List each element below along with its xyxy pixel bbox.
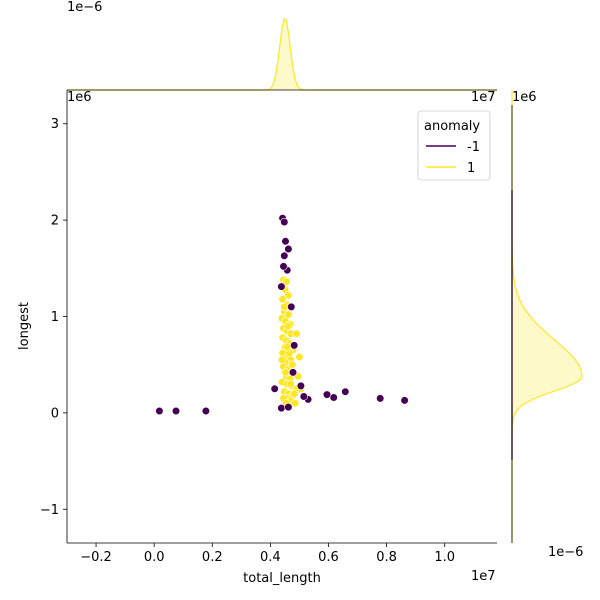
- scatter-point-normal: [292, 329, 301, 338]
- scatter-point-normal: [286, 379, 295, 389]
- x-axis-ticks: −0.2 0.0 0.2 0.4 0.6 0.8 1.0: [80, 543, 455, 565]
- scatter-point-normal: [277, 355, 287, 365]
- scatter-point-anomaly: [155, 406, 164, 416]
- scatter-point-anomaly: [329, 393, 338, 402]
- legend-title: anomaly: [424, 119, 480, 134]
- top-marginal-density-fill: [67, 18, 497, 91]
- x-offset-label: 1e7: [471, 90, 496, 105]
- right-marginal-top-offset-label: 1e6: [512, 90, 537, 105]
- scatter-point-anomaly: [376, 394, 385, 403]
- y-tick-label: 3: [51, 117, 59, 132]
- x-tick-label: 0.8: [376, 550, 397, 565]
- scatter-point-normal: [288, 360, 297, 369]
- legend: anomaly -1 1: [417, 110, 491, 181]
- scatter-point-anomaly: [277, 282, 286, 291]
- scatter-point-anomaly: [201, 406, 210, 416]
- right-marginal: 1e6 1e−6: [511, 90, 583, 560]
- scatter-point-normal: [291, 399, 300, 408]
- scatter-point-anomaly: [296, 381, 306, 391]
- scatter-point-normal: [290, 389, 299, 398]
- scatter-point-normal: [284, 310, 293, 319]
- top-marginal: 1e−6: [67, 0, 497, 91]
- x-tick-label: 0.2: [202, 550, 223, 565]
- scatter-point-normal: [282, 277, 291, 286]
- x-tick-label: 0.0: [144, 550, 165, 565]
- legend-label-1: 1: [467, 161, 475, 176]
- scatter-point-normal: [281, 368, 290, 377]
- scatter-point-normal: [280, 302, 289, 312]
- scatter-point-normal: [283, 322, 292, 331]
- scatter-point-anomaly: [287, 302, 296, 312]
- x-offset-label-bottom: 1e7: [471, 569, 496, 584]
- scatter-point-anomaly: [279, 262, 288, 271]
- legend-label-minus1: -1: [467, 140, 480, 155]
- scatter-point-normal: [283, 343, 292, 352]
- scatter-point-anomaly: [341, 387, 350, 396]
- scatter-point-anomaly: [277, 404, 286, 413]
- scatter-point-anomaly: [290, 341, 299, 350]
- scatter-point-anomaly: [280, 251, 289, 260]
- scatter-point-normal: [278, 295, 287, 304]
- scatter-point-anomaly: [281, 237, 290, 246]
- y-tick-label: −1: [40, 503, 59, 518]
- top-marginal-offset-label: 1e−6: [67, 0, 102, 15]
- scatter-points: [155, 214, 409, 416]
- x-tick-label: 0.4: [260, 550, 281, 565]
- y-axis-label: longest: [17, 302, 32, 350]
- scatter-point-normal: [295, 352, 304, 362]
- x-tick-label: 1.0: [434, 550, 455, 565]
- y-offset-label: 1e6: [67, 90, 92, 105]
- scatter-point-anomaly: [299, 392, 308, 401]
- joint-axes: −0.2 0.0 0.2 0.4 0.6 0.8 1.0 −1 0 1 2 3 1e6 1e7 1e…: [17, 90, 497, 586]
- scatter-point-anomaly: [270, 384, 279, 393]
- y-tick-label: 1: [51, 310, 59, 325]
- x-axis-label: total_length: [243, 571, 321, 586]
- scatter-point-anomaly: [280, 217, 289, 227]
- scatter-point-anomaly: [171, 406, 181, 416]
- x-tick-label: 0.6: [318, 550, 339, 565]
- scatter-point-anomaly: [284, 403, 293, 412]
- y-tick-label: 2: [51, 214, 59, 229]
- scatter-point-normal: [284, 291, 293, 300]
- scatter-point-anomaly: [400, 396, 409, 405]
- y-axis-ticks: −1 0 1 2 3: [40, 117, 67, 518]
- x-tick-label: −0.2: [80, 550, 112, 565]
- right-marginal-density-fill: [512, 90, 582, 543]
- scatter-point-anomaly: [284, 244, 293, 254]
- y-tick-label: 0: [51, 406, 59, 421]
- scatter-point-anomaly: [322, 390, 332, 399]
- scatter-point-anomaly: [288, 368, 298, 377]
- right-marginal-offset-label: 1e−6: [548, 545, 583, 560]
